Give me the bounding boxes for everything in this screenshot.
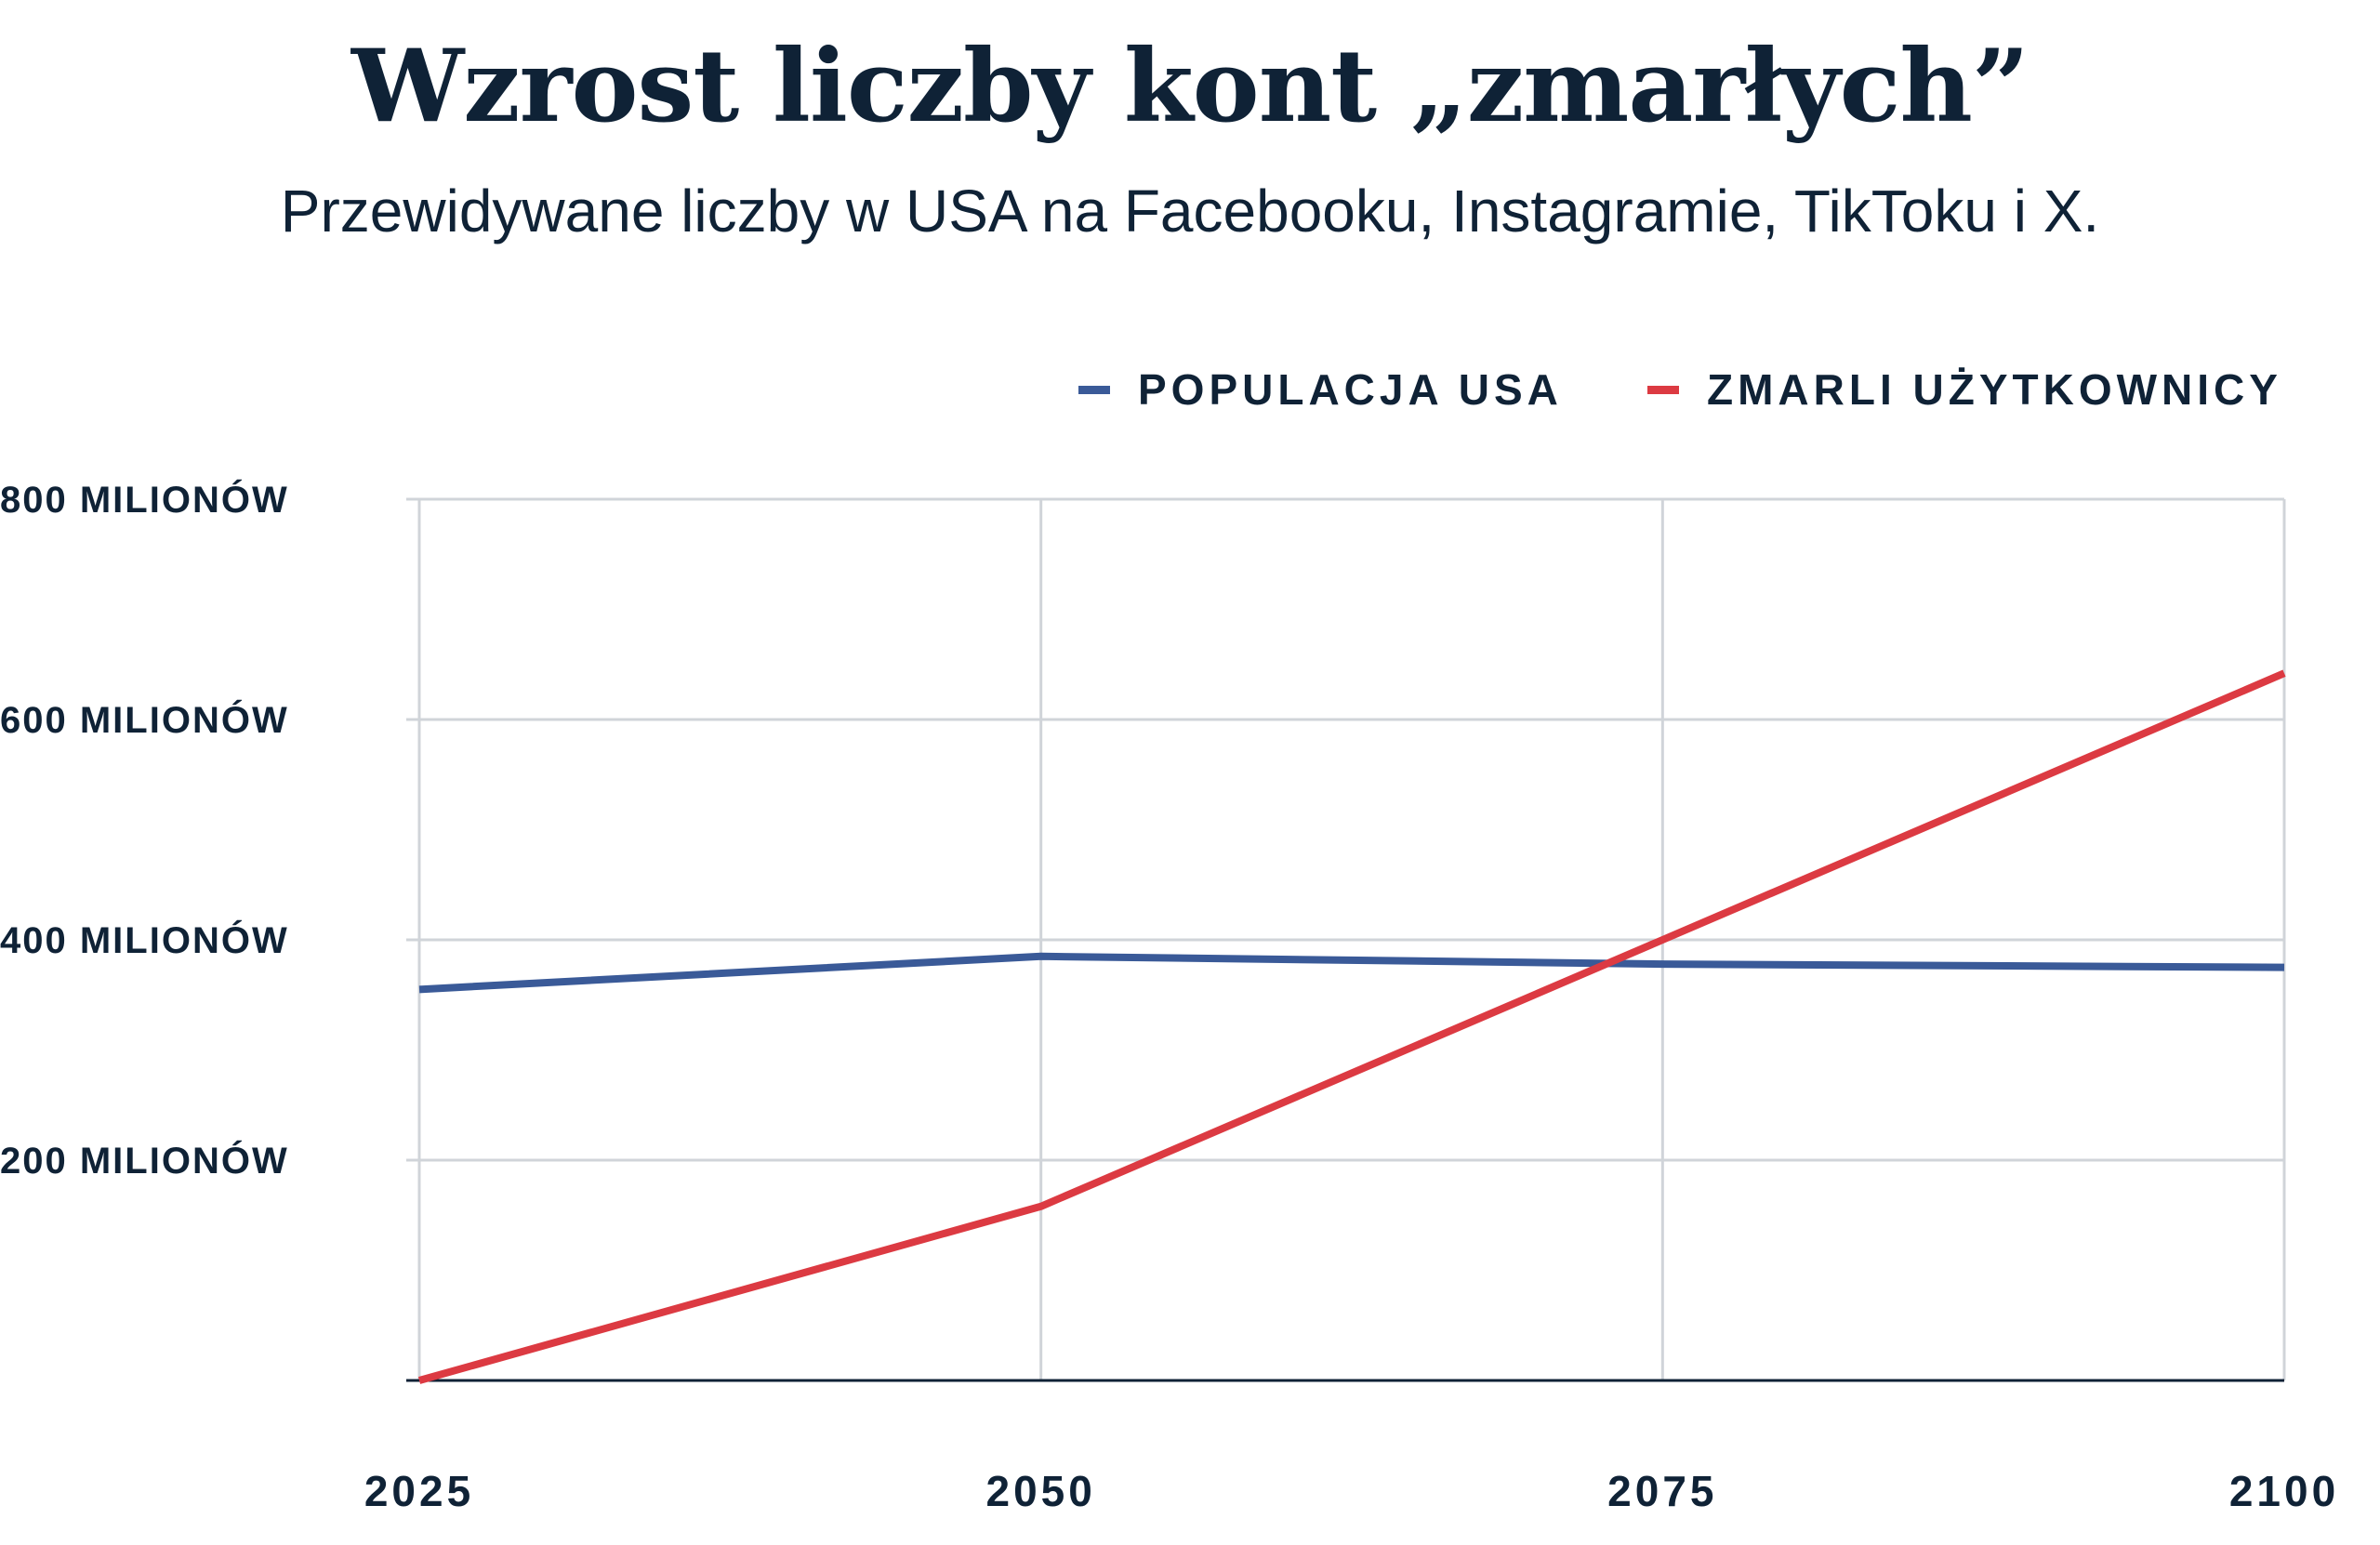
x-tick-label: 2025	[364, 1467, 474, 1515]
y-tick-label: 600 MILIONÓW	[0, 698, 289, 741]
y-tick-label: 200 MILIONÓW	[0, 1139, 289, 1182]
x-tick-label: 2075	[1607, 1467, 1717, 1515]
legend-label-dead-users: ZMARLI UŻYTKOWNICY	[1707, 365, 2282, 414]
legend-swatch-dead-users	[1647, 385, 1679, 394]
legend-swatch-population	[1078, 385, 1110, 394]
chart-subtitle: Przewidywane liczby w USA na Facebooku, …	[280, 178, 2100, 244]
y-tick-label: 400 MILIONÓW	[0, 918, 289, 961]
series-line-dead-users	[417, 669, 2286, 1384]
chart-title: Wzrost liczby kont „zmarłych”	[350, 28, 2030, 145]
legend-item-dead-users: ZMARLI UŻYTKOWNICY	[1647, 364, 2282, 415]
x-tick-label: 2100	[2229, 1467, 2339, 1515]
series-line-population	[418, 952, 2285, 994]
legend-label-population: POPULACJA USA	[1138, 365, 1563, 414]
legend-item-population: POPULACJA USA	[1078, 364, 1563, 415]
x-tick-label: 2050	[985, 1467, 1095, 1515]
y-tick-label: 800 MILIONÓW	[0, 478, 289, 521]
